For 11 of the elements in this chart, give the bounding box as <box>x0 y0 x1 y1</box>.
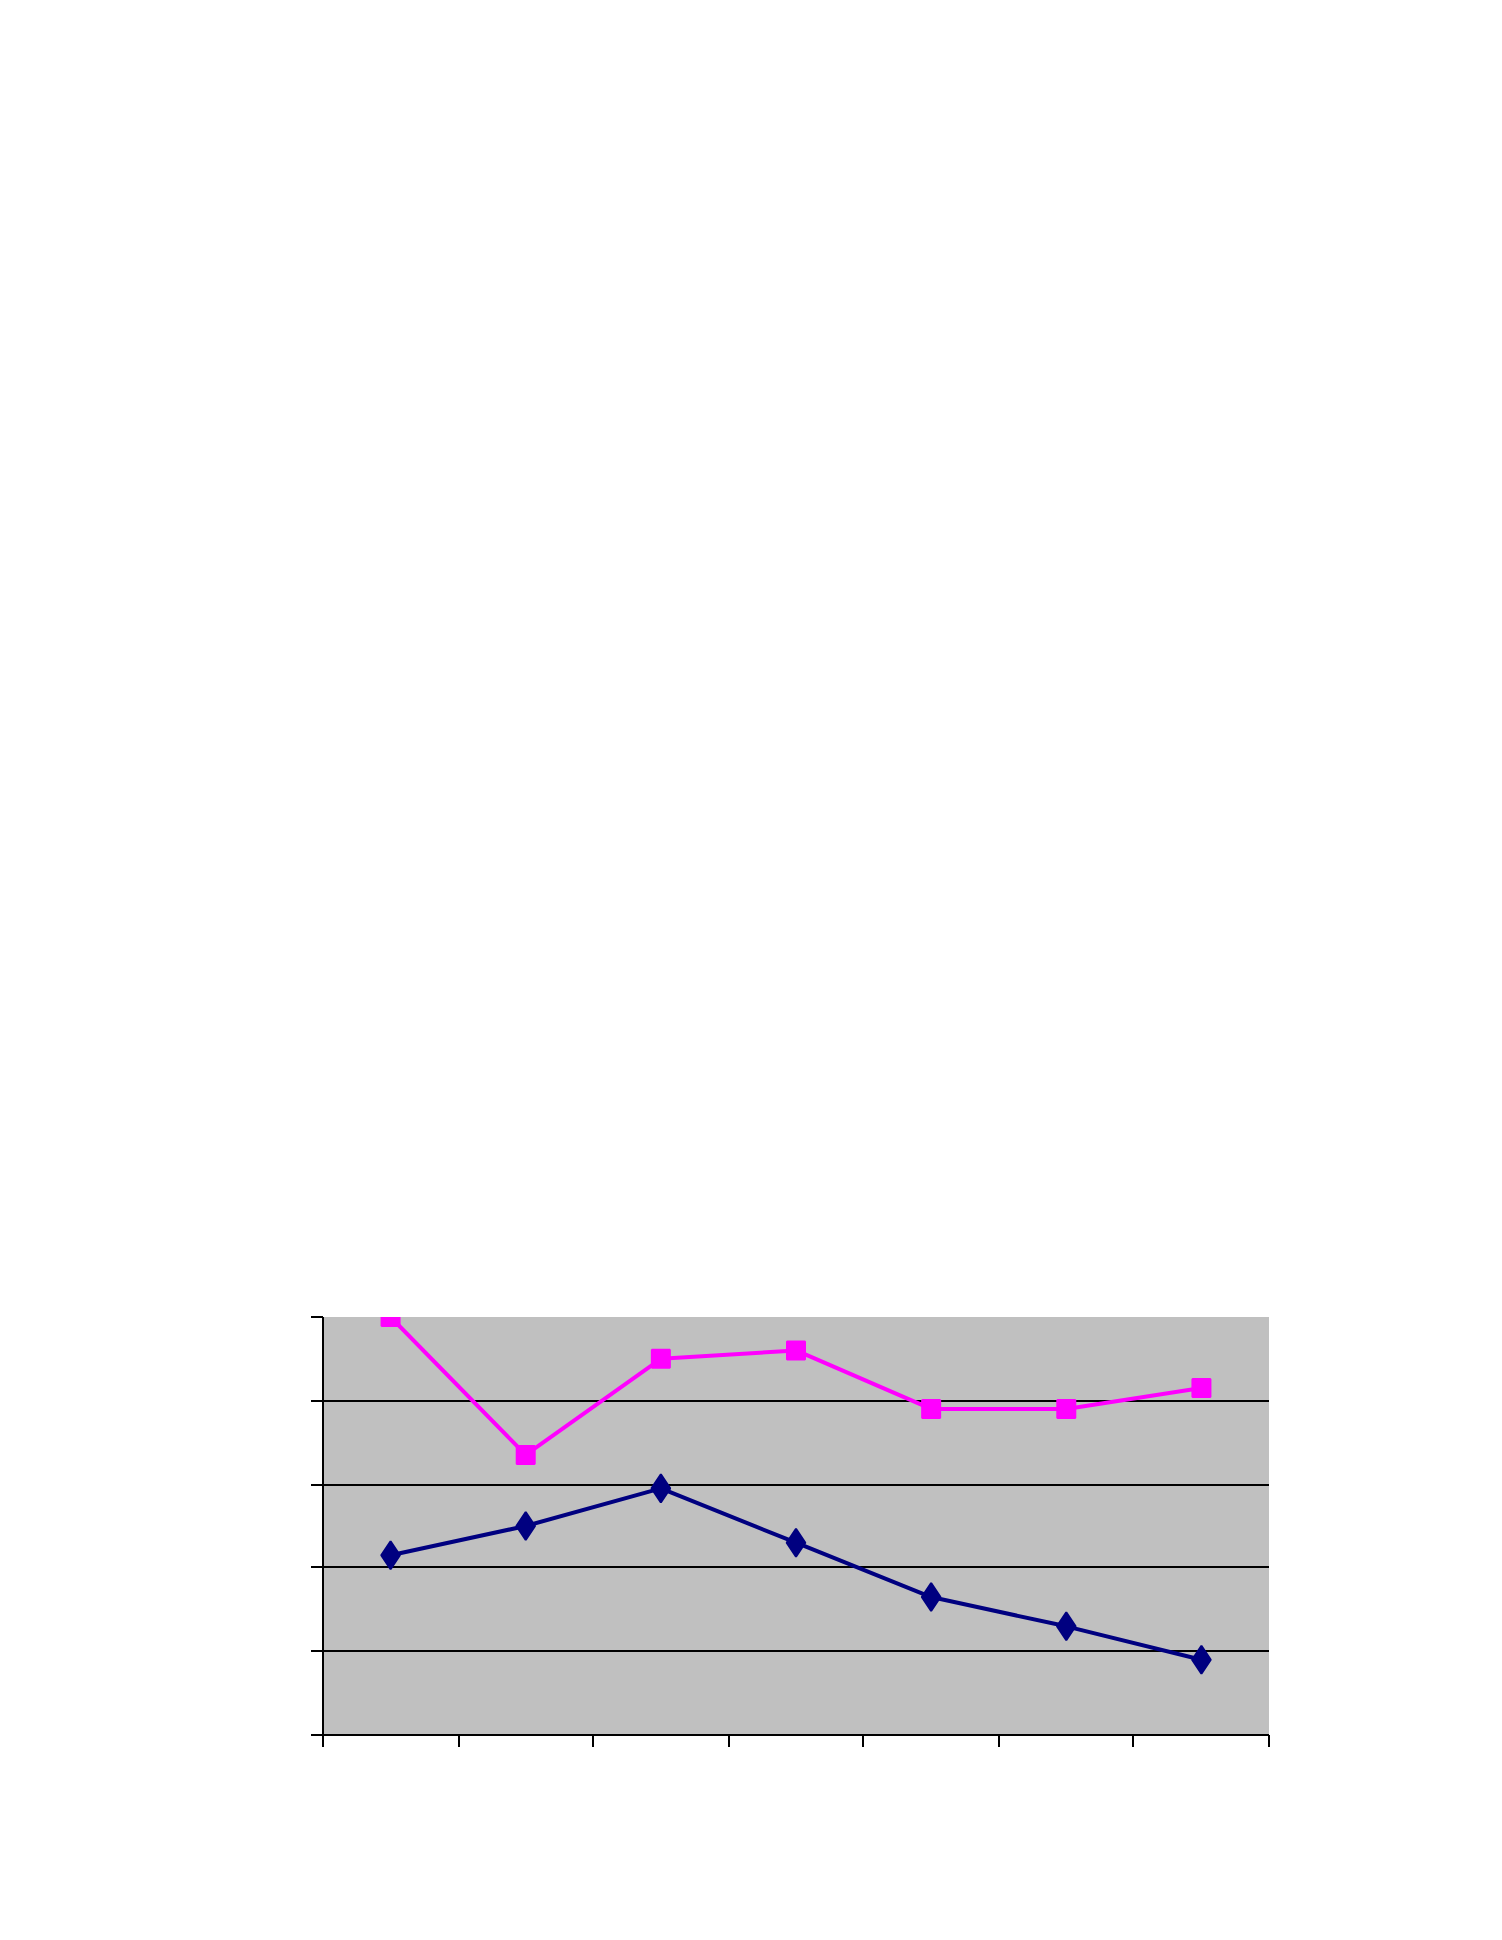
point <box>1191 1378 1212 1399</box>
point <box>650 1348 671 1369</box>
point <box>650 1473 672 1504</box>
point <box>920 1582 942 1613</box>
point <box>1055 1611 1077 1642</box>
point <box>786 1340 806 1361</box>
point <box>515 1444 536 1465</box>
point <box>515 1511 537 1541</box>
point <box>1056 1398 1077 1419</box>
point <box>785 1527 807 1558</box>
point <box>921 1398 942 1419</box>
